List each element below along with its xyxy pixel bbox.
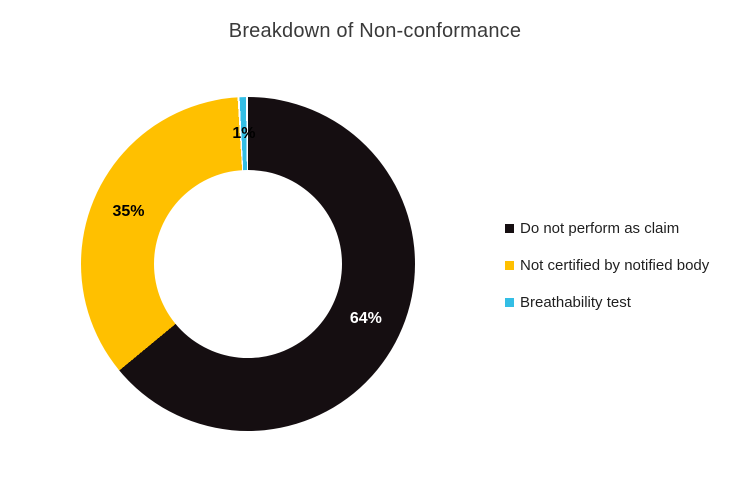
slice-label-2: 35% [112,203,145,221]
chart-title: Breakdown of Non-conformance [228,20,522,42]
legend-item-1: Do not perform as claim [505,218,709,238]
legend-color-swatch [505,260,514,270]
legend-color-swatch [505,223,514,233]
legend: Do not perform as claim Not certified by … [505,218,709,312]
legend-label: Do not perform as claim [520,219,680,237]
legend-label: Not certified by notified body [520,256,710,274]
legend-item-2: Not certified by notified body [505,255,709,275]
donut-hole [154,170,342,358]
slice-label-3: 1% [232,124,256,142]
slice-label-1: 64% [349,310,382,328]
legend-item-3: Breathability test [505,292,709,312]
legend-color-swatch [505,297,514,307]
legend-label: Breathability test [520,293,631,311]
